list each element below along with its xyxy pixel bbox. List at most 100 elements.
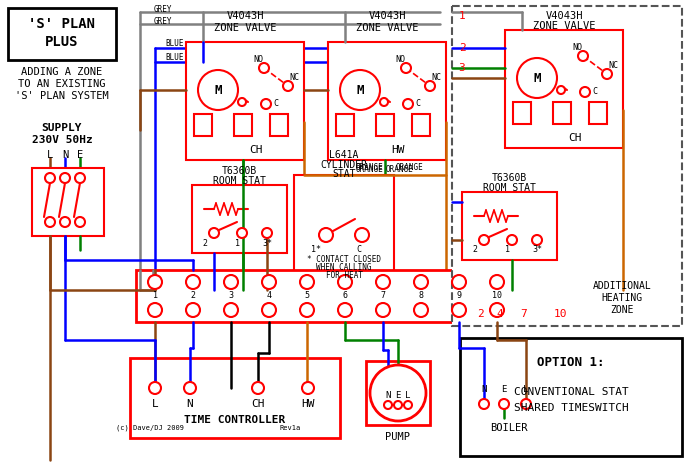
Circle shape: [302, 382, 314, 394]
Bar: [8, 8, 116, 60]
Circle shape: [380, 98, 388, 106]
Text: ZONE: ZONE: [610, 305, 633, 315]
Circle shape: [186, 275, 200, 289]
Text: V4043H: V4043H: [368, 11, 406, 21]
Bar: [366, 361, 430, 425]
Text: FOR HEAT: FOR HEAT: [326, 271, 362, 279]
Text: PLUS: PLUS: [46, 35, 79, 49]
Text: ORANGE: ORANGE: [356, 163, 384, 173]
Text: N: N: [62, 150, 68, 160]
Bar: [336, 114, 354, 136]
Text: 1: 1: [459, 11, 465, 21]
Bar: [589, 102, 607, 124]
Circle shape: [479, 399, 489, 409]
Circle shape: [376, 275, 390, 289]
Circle shape: [602, 69, 612, 79]
Circle shape: [45, 173, 55, 183]
Circle shape: [148, 275, 162, 289]
Circle shape: [148, 303, 162, 317]
Circle shape: [499, 399, 509, 409]
Circle shape: [198, 70, 238, 110]
Text: L: L: [405, 392, 411, 401]
Circle shape: [404, 401, 412, 409]
Text: BLUE: BLUE: [166, 39, 184, 49]
Text: L: L: [152, 399, 159, 409]
Text: ADDITIONAL: ADDITIONAL: [593, 281, 651, 291]
Circle shape: [394, 401, 402, 409]
Circle shape: [414, 303, 428, 317]
Circle shape: [209, 228, 219, 238]
Circle shape: [425, 81, 435, 91]
Text: 2: 2: [473, 246, 477, 255]
Bar: [505, 30, 623, 148]
Bar: [468, 366, 550, 418]
Text: T6360B: T6360B: [221, 166, 257, 176]
Text: L641A: L641A: [329, 150, 359, 160]
Text: NC: NC: [431, 73, 441, 82]
Text: CONVENTIONAL STAT: CONVENTIONAL STAT: [513, 387, 629, 397]
Text: 10: 10: [492, 291, 502, 300]
Text: NC: NC: [289, 73, 299, 82]
Text: NO: NO: [572, 44, 582, 52]
Text: V4043H: V4043H: [226, 11, 264, 21]
Circle shape: [370, 365, 426, 421]
Text: HW: HW: [391, 145, 405, 155]
Text: TIME CONTROLLER: TIME CONTROLLER: [184, 415, 286, 425]
Text: T6360B: T6360B: [491, 173, 526, 183]
Circle shape: [186, 303, 200, 317]
Text: 7: 7: [521, 309, 527, 319]
Text: V4043H: V4043H: [545, 11, 583, 21]
Text: NO: NO: [395, 56, 405, 65]
Text: GREY: GREY: [154, 16, 172, 25]
Circle shape: [338, 303, 352, 317]
Bar: [294, 175, 394, 280]
Circle shape: [532, 235, 542, 245]
Text: * CONTACT CLOSED: * CONTACT CLOSED: [307, 255, 381, 263]
Circle shape: [149, 382, 161, 394]
Text: 6: 6: [342, 291, 348, 300]
Text: 3*: 3*: [532, 246, 542, 255]
Text: 7: 7: [380, 291, 386, 300]
Bar: [452, 6, 682, 326]
Bar: [270, 114, 288, 136]
Circle shape: [224, 275, 238, 289]
Text: TO AN EXISTING: TO AN EXISTING: [18, 79, 106, 89]
Circle shape: [517, 58, 557, 98]
Text: M: M: [215, 83, 221, 96]
Circle shape: [580, 87, 590, 97]
Text: M: M: [533, 72, 541, 85]
Text: 10: 10: [553, 309, 566, 319]
Text: 2: 2: [459, 43, 465, 53]
Text: C: C: [415, 100, 420, 109]
Text: OPTION 1:: OPTION 1:: [538, 356, 604, 368]
Text: HW: HW: [302, 399, 315, 409]
Circle shape: [60, 173, 70, 183]
Circle shape: [262, 228, 272, 238]
Circle shape: [261, 99, 271, 109]
Text: SHARED TIMESWITCH: SHARED TIMESWITCH: [513, 403, 629, 413]
Text: 230V 50Hz: 230V 50Hz: [32, 135, 92, 145]
Circle shape: [300, 303, 314, 317]
Circle shape: [224, 303, 238, 317]
Bar: [412, 114, 430, 136]
Circle shape: [401, 63, 411, 73]
Circle shape: [237, 228, 247, 238]
Text: ADDING A ZONE: ADDING A ZONE: [21, 67, 103, 77]
Text: C: C: [593, 88, 598, 96]
Circle shape: [300, 275, 314, 289]
Bar: [460, 338, 682, 456]
Text: N: N: [482, 386, 486, 395]
Circle shape: [384, 401, 392, 409]
Text: CH: CH: [251, 399, 265, 409]
Text: ORANGE: ORANGE: [386, 166, 414, 175]
Text: 4: 4: [266, 291, 271, 300]
Text: N: N: [186, 399, 193, 409]
Text: Rev1a: Rev1a: [279, 425, 301, 431]
Text: C: C: [357, 244, 362, 254]
Text: WHEN CALLING: WHEN CALLING: [316, 263, 372, 271]
Text: 1*: 1*: [311, 244, 321, 254]
Text: CYLINDER: CYLINDER: [320, 160, 368, 170]
Text: 2: 2: [477, 309, 484, 319]
Bar: [553, 102, 571, 124]
Text: L: L: [523, 386, 529, 395]
